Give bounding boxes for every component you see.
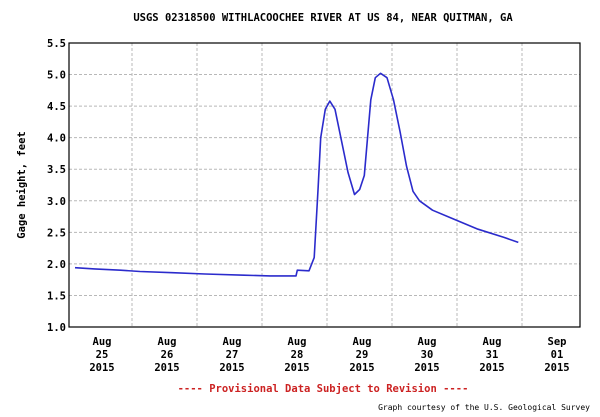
x-tick-label-7-0: Sep: [548, 336, 567, 348]
x-tick-label-0-1: 25: [96, 349, 109, 361]
y-tick-label-2: 2.0: [47, 259, 66, 271]
x-tick-label-6-2: 2015: [479, 362, 504, 374]
x-tick-label-1-2: 2015: [154, 362, 179, 374]
x-tick-label-4-0: Aug: [353, 336, 372, 348]
y-tick-label-9: 5.5: [47, 38, 66, 50]
x-tick-label-7-1: 01: [551, 349, 564, 361]
x-tick-label-0-0: Aug: [93, 336, 112, 348]
x-tick-label-5-2: 2015: [414, 362, 439, 374]
y-tick-label-6: 4.0: [47, 133, 66, 145]
y-tick-label-8: 5.0: [47, 70, 66, 82]
chart-title: USGS 02318500 WITHLACOOCHEE RIVER AT US …: [133, 12, 513, 24]
x-tick-label-5-1: 30: [421, 349, 434, 361]
grid-lines: [69, 42, 580, 328]
plot-frame: [68, 42, 581, 328]
x-tick-label-6-1: 31: [486, 349, 499, 361]
x-tick-label-1-1: 26: [161, 349, 174, 361]
x-tick-label-1-0: Aug: [158, 336, 177, 348]
x-tick-label-0-2: 2015: [89, 362, 114, 374]
y-axis-label: Gage height, feet: [16, 131, 28, 238]
x-tick-label-3-0: Aug: [288, 336, 307, 348]
plot-border: [68, 42, 581, 328]
y-tick-label-1: 1.5: [47, 290, 66, 302]
x-tick-label-6-0: Aug: [483, 336, 502, 348]
y-axis-ticks: 1.0 1.5 2.0 2.5 3.0 3.5 4.0 4.5 5.0 5.5: [47, 38, 66, 334]
x-tick-label-4-2: 2015: [349, 362, 374, 374]
x-tick-label-2-1: 27: [226, 349, 239, 361]
x-tick-label-2-0: Aug: [223, 336, 242, 348]
x-axis-ticks: Aug252015Aug262015Aug272015Aug282015Aug2…: [89, 336, 569, 374]
x-tick-label-7-2: 2015: [544, 362, 569, 374]
provisional-note: ---- Provisional Data Subject to Revisio…: [178, 383, 469, 395]
y-tick-label-3: 2.5: [47, 227, 66, 239]
x-tick-label-4-1: 29: [356, 349, 369, 361]
y-tick-label-5: 3.5: [47, 164, 66, 176]
series-line-0: [74, 72, 519, 277]
y-tick-label-7: 4.5: [47, 101, 66, 113]
x-tick-label-2-2: 2015: [219, 362, 244, 374]
x-tick-label-3-2: 2015: [284, 362, 309, 374]
y-tick-label-4: 3.0: [47, 196, 66, 208]
x-tick-label-5-0: Aug: [418, 336, 437, 348]
credit-note: Graph courtesy of the U.S. Geological Su…: [378, 403, 590, 412]
series-layer: [74, 72, 519, 277]
x-tick-label-3-1: 28: [291, 349, 304, 361]
y-tick-label-0: 1.0: [47, 322, 66, 334]
